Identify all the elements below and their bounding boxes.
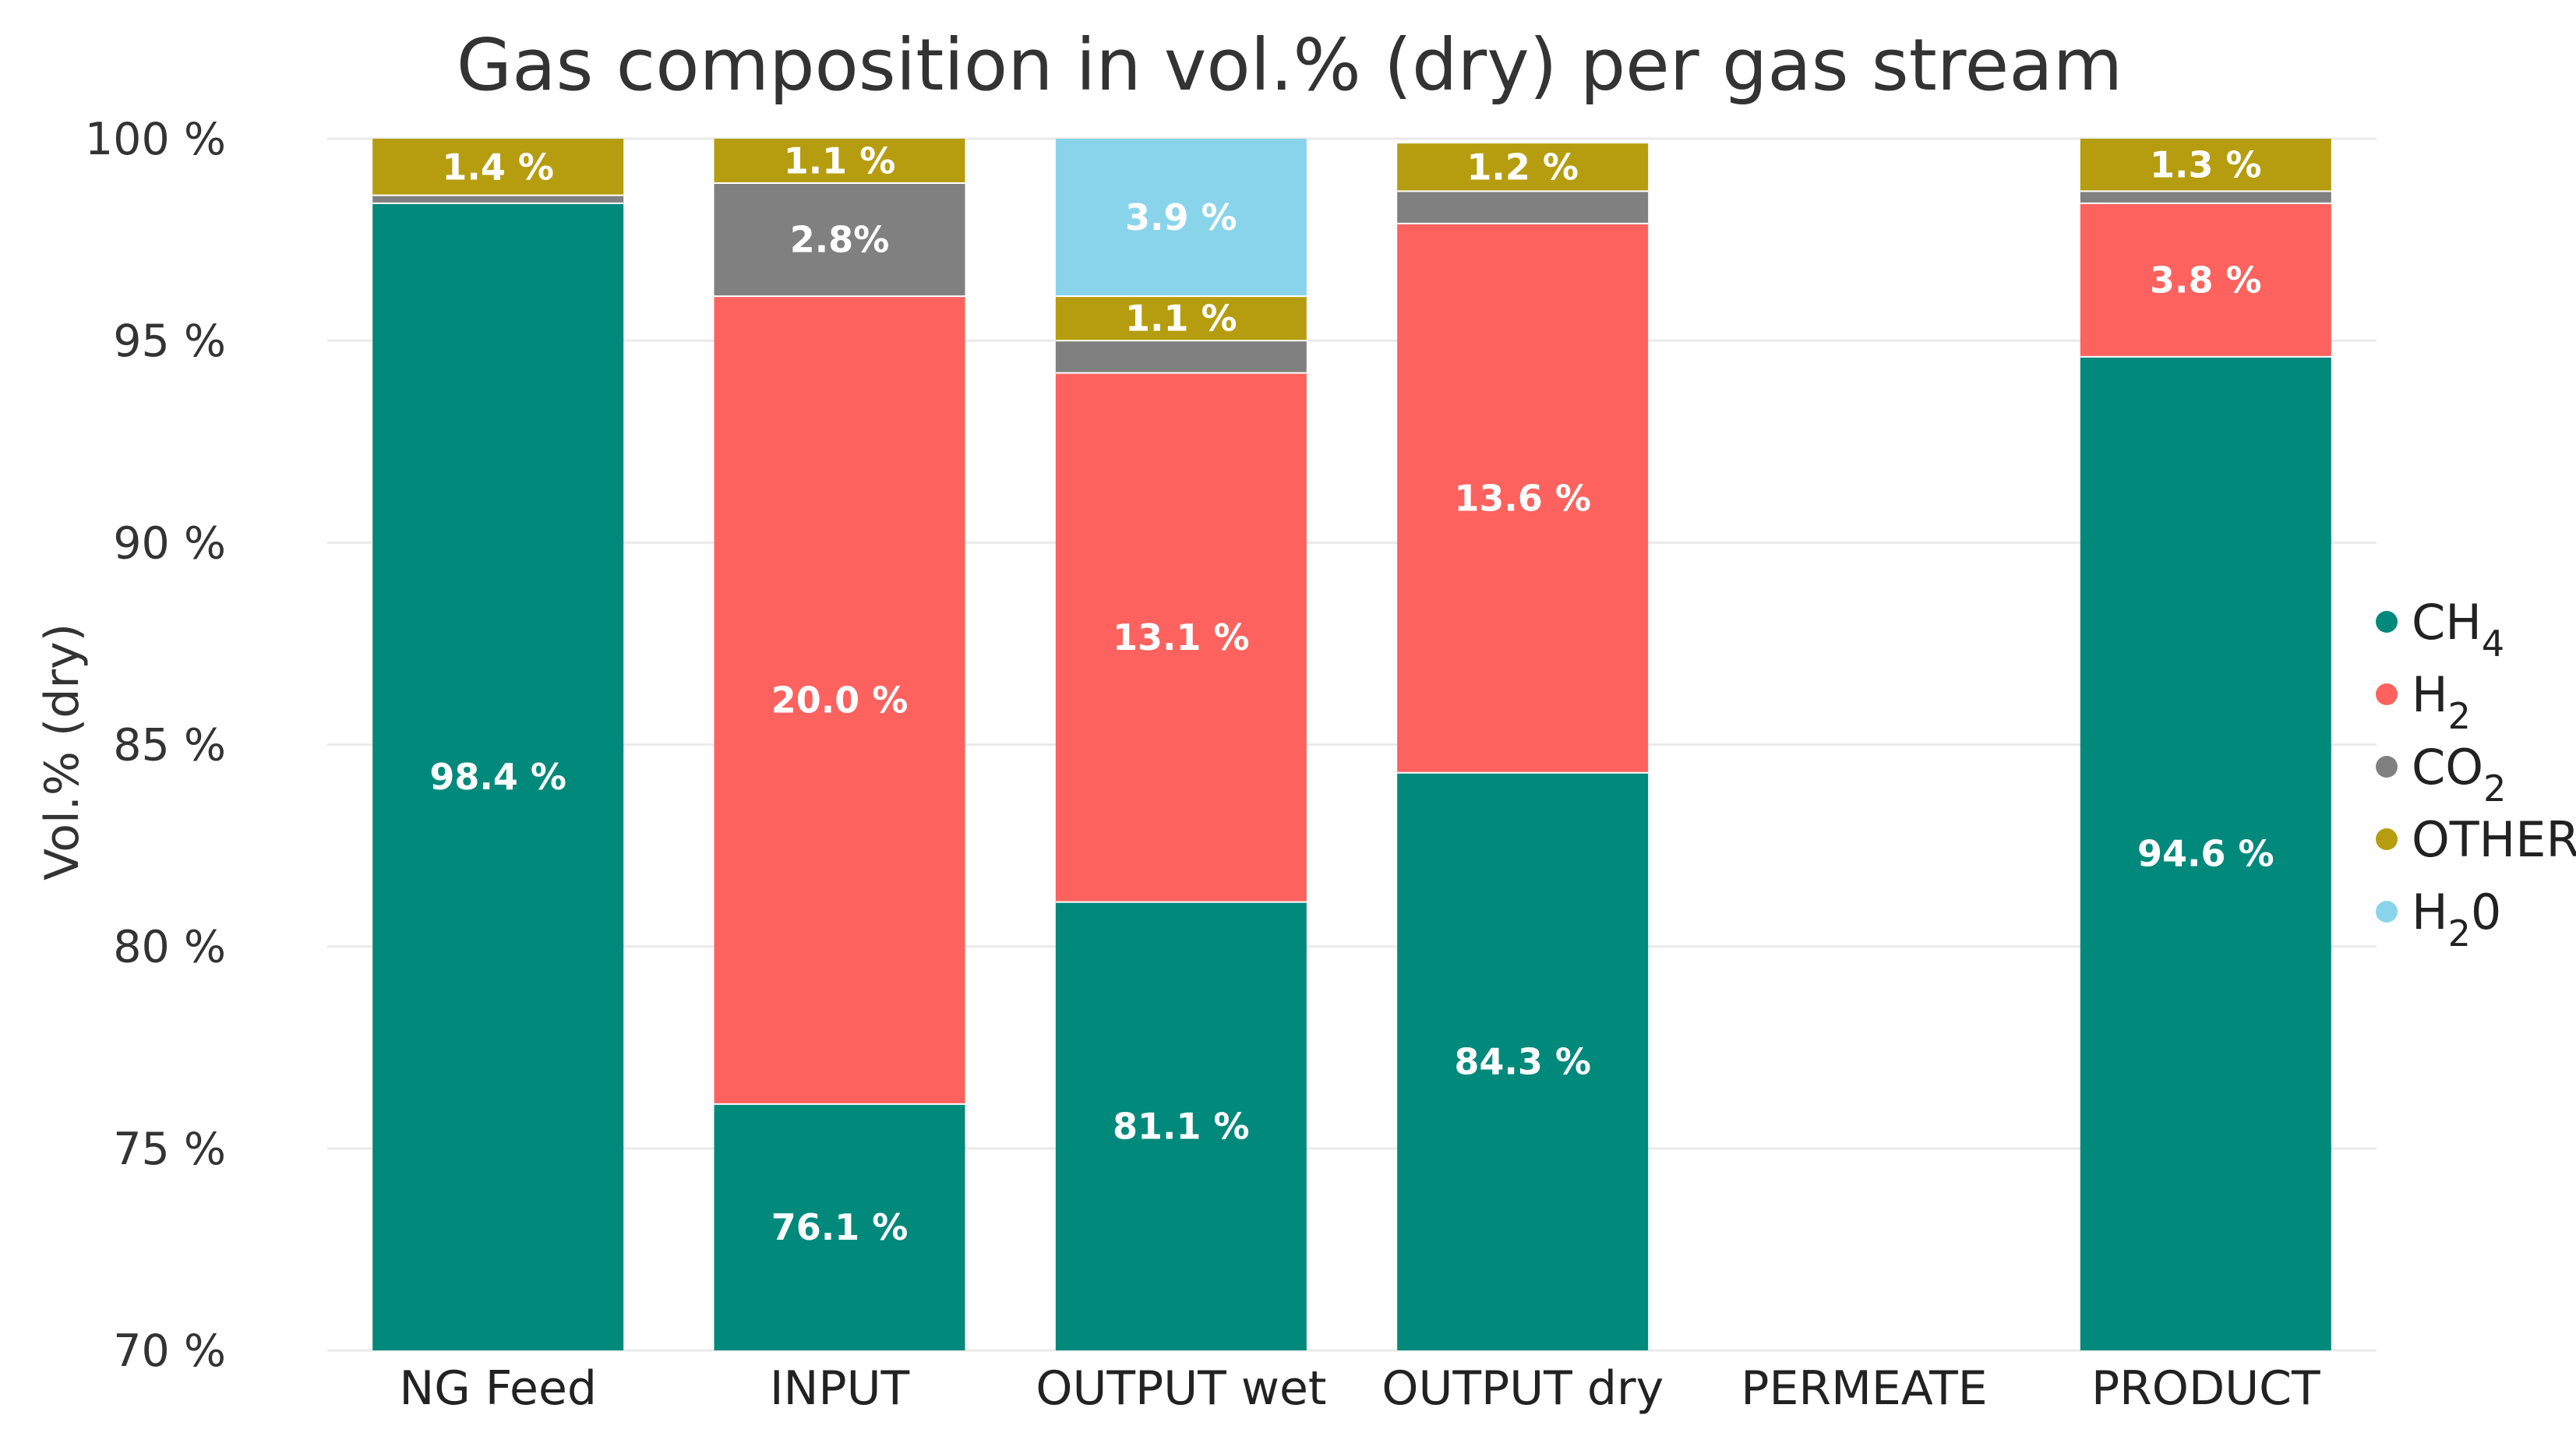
data-label: 2.8% <box>790 219 890 261</box>
data-label: 3.9 % <box>1125 196 1237 238</box>
y-tick-label: 75 % <box>113 1124 226 1175</box>
x-tick-label: OUTPUT dry <box>1382 1361 1664 1416</box>
bar-h2-output-wet <box>1055 372 1307 902</box>
data-label: 84.3 % <box>1454 1040 1591 1082</box>
data-label: 76.1 % <box>771 1206 909 1248</box>
bar-other-ng-feed <box>372 139 624 196</box>
data-label: 13.6 % <box>1454 477 1591 519</box>
legend-label-h20: H20 <box>2412 884 2501 955</box>
bar-co2-input <box>714 183 965 297</box>
legend-label-h2: H2 <box>2412 666 2471 737</box>
data-label: 1.3 % <box>2150 144 2262 186</box>
y-axis-label: Vol.% (dry) <box>35 623 90 881</box>
data-label: 1.2 % <box>1466 146 1579 188</box>
bar-ch4-product <box>2080 356 2331 1350</box>
bar-other-output-wet <box>1055 296 1307 341</box>
legend-label-other: OTHER <box>2412 811 2576 868</box>
bar-other-output-dry <box>1397 143 1649 192</box>
bar-co2-ng-feed <box>372 195 624 203</box>
x-tick-label: PERMEATE <box>1741 1361 1987 1416</box>
bar-h20-output-wet <box>1055 139 1307 297</box>
x-tick-label: NG Feed <box>399 1361 597 1416</box>
gridlines <box>327 137 2377 1352</box>
data-label: 1.1 % <box>784 140 896 182</box>
y-tick-label: 70 % <box>113 1325 226 1377</box>
bar-h2-output-dry <box>1397 223 1649 773</box>
data-label: 13.1 % <box>1113 616 1250 658</box>
bar-ch4-output-wet <box>1055 902 1307 1350</box>
legend-marker-co2 <box>2376 756 2398 778</box>
legend-marker-h2 <box>2376 683 2398 705</box>
data-label: 98.4 % <box>429 756 566 798</box>
bar-co2-output-dry <box>1397 191 1649 224</box>
legend-marker-other <box>2376 828 2398 850</box>
legend-label-ch4: CH4 <box>2412 594 2504 665</box>
bar-h2-product <box>2080 203 2331 357</box>
data-label: 1.1 % <box>1125 298 1237 340</box>
bars <box>372 139 2331 1350</box>
y-tick-label: 80 % <box>113 922 226 973</box>
legend-label-co2: CO2 <box>2412 739 2506 810</box>
x-tick-label: INPUT <box>770 1361 910 1416</box>
legend-marker-h20 <box>2376 901 2398 923</box>
bar-co2-product <box>2080 191 2331 203</box>
data-label: 20.0 % <box>771 679 909 721</box>
legend-marker-ch4 <box>2376 611 2398 633</box>
y-tick-label: 85 % <box>113 720 226 771</box>
data-label: 3.8 % <box>2150 259 2262 301</box>
chart-title: Gas composition in vol.% (dry) per gas s… <box>457 23 2123 107</box>
data-label: 94.6 % <box>2137 832 2274 874</box>
y-tick-label: 95 % <box>113 316 226 367</box>
bar-other-product <box>2080 139 2331 192</box>
y-tick-label: 90 % <box>113 517 226 569</box>
x-tick-label: PRODUCT <box>2091 1361 2320 1416</box>
bar-other-input <box>714 139 965 184</box>
bar-ch4-output-dry <box>1397 772 1649 1350</box>
bar-ch4-input <box>714 1103 965 1350</box>
bar-h2-input <box>714 296 965 1104</box>
data-label: 1.4 % <box>442 146 554 188</box>
axes: 70 % 75 % 80 % 85 % 90 % 95 % 100 % NG Feed INPU… <box>85 114 2320 1416</box>
data-labels: 98.4 % 1.4 % 76.1 % 20.0 % 2.8% 1.1 % 81.1 % 13… <box>372 140 2331 1248</box>
bar-co2-output-wet <box>1055 341 1307 373</box>
y-tick-label: 100 % <box>85 114 226 165</box>
x-tick-label: OUTPUT wet <box>1036 1361 1326 1416</box>
data-label: 81.1 % <box>1113 1105 1250 1147</box>
bar-ch4-ng-feed <box>372 203 624 1350</box>
